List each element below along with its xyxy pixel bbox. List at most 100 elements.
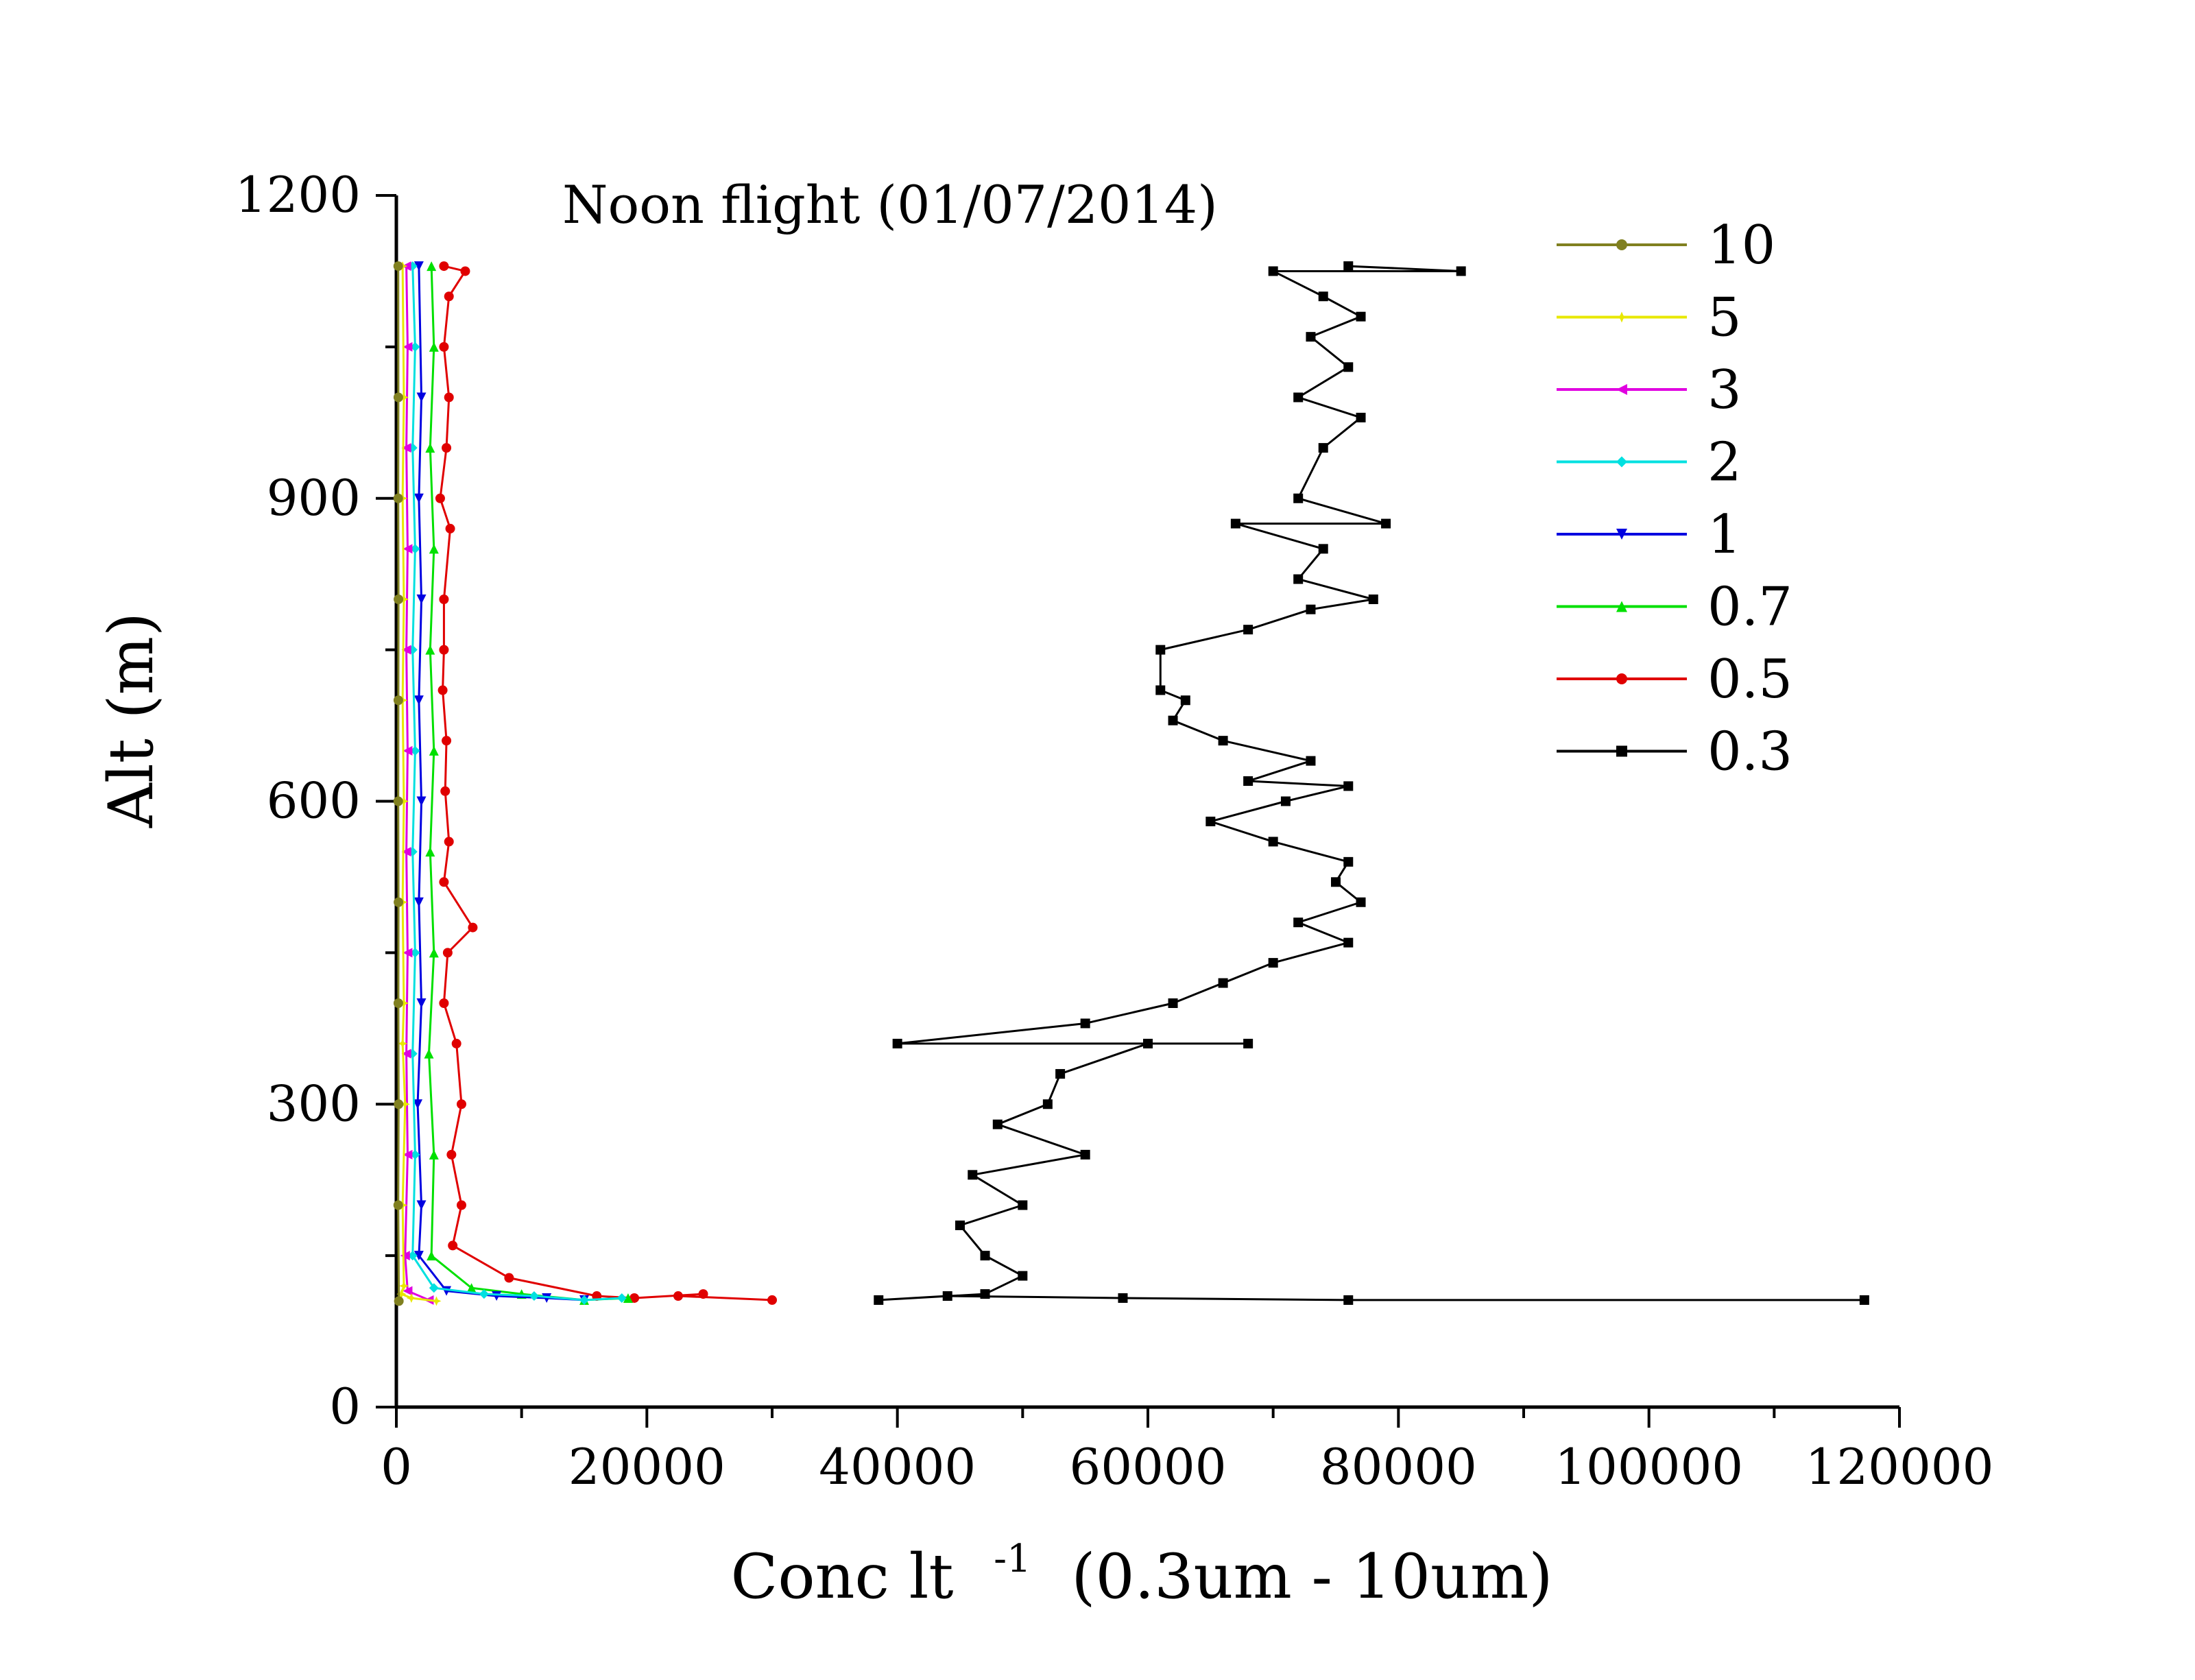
data-point [427, 261, 437, 272]
series-3 [400, 261, 434, 1305]
y-tick-label: 0 [329, 1378, 361, 1435]
legend-item-0_3: 0.3 [1557, 721, 1792, 783]
legend-label: 1 [1707, 504, 1742, 566]
y-axis-ticks: 0 300 600 900 1200 [235, 166, 396, 1435]
data-point [1318, 544, 1328, 554]
legend-marker [1616, 384, 1627, 395]
data-point [413, 695, 424, 706]
data-point [1318, 443, 1328, 453]
data-point [468, 922, 478, 933]
data-point [429, 745, 439, 756]
data-point [410, 341, 420, 352]
data-point [413, 1251, 424, 1261]
data-point [403, 1149, 413, 1160]
data-point [1859, 1295, 1869, 1305]
data-point [437, 685, 448, 695]
data-point [410, 948, 420, 958]
data-point [429, 544, 439, 554]
data-point [980, 1289, 990, 1299]
y-tick-label: 600 [267, 772, 361, 830]
data-point [393, 998, 403, 1008]
legend-label: 10 [1707, 215, 1775, 276]
data-point [416, 595, 427, 604]
data-point [410, 745, 420, 756]
data-point [403, 1286, 413, 1296]
data-point [1293, 493, 1304, 503]
data-point [439, 341, 449, 352]
data-point [874, 1295, 884, 1305]
axes [394, 195, 1899, 1409]
x-axis-title-sup: -1 [994, 1537, 1031, 1581]
data-point [1356, 412, 1366, 422]
series-line [404, 266, 430, 1301]
series-10 [393, 261, 404, 1306]
data-point [429, 948, 439, 958]
data-point [416, 1200, 427, 1210]
data-point [398, 998, 409, 1008]
x-tick-label: 0 [381, 1438, 412, 1496]
y-axis-title: Alt (m) [95, 612, 167, 828]
data-point [1343, 261, 1354, 272]
chart-title: Noon flight (01/07/2014) [562, 174, 1218, 235]
data-point [460, 266, 470, 276]
data-point [1218, 978, 1228, 988]
legend-marker [1616, 311, 1627, 323]
legend-label: 3 [1707, 359, 1742, 421]
data-point [1118, 1293, 1128, 1303]
data-point [1143, 1038, 1153, 1048]
data-point [398, 392, 409, 403]
data-point [442, 443, 452, 453]
data-point [1218, 736, 1228, 746]
data-point [1343, 1295, 1354, 1305]
legend-marker [1616, 239, 1627, 250]
data-point [416, 392, 427, 403]
series-line [416, 266, 585, 1301]
data-point [892, 1038, 902, 1048]
data-point [980, 1251, 990, 1261]
data-point [398, 595, 409, 604]
data-point [393, 1200, 403, 1210]
legend-marker [1616, 601, 1627, 612]
data-point [456, 1200, 466, 1210]
data-point [629, 1293, 640, 1303]
x-tick-label: 60000 [1069, 1438, 1226, 1496]
series-line [397, 266, 400, 1301]
data-point [1055, 1069, 1066, 1079]
data-point [413, 1099, 423, 1109]
data-point [1018, 1200, 1028, 1210]
data-point [439, 261, 449, 272]
data-point [429, 341, 439, 352]
data-point [425, 443, 435, 453]
legend-label: 0.7 [1707, 577, 1792, 638]
data-point [410, 1149, 420, 1160]
data-point [955, 1220, 965, 1230]
data-point [1343, 937, 1354, 948]
data-point [398, 1038, 408, 1048]
data-point [1243, 776, 1254, 787]
data-point [445, 523, 455, 533]
legend-item-1: 1 [1557, 504, 1742, 566]
legend-marker [1616, 673, 1627, 684]
series-0_5 [435, 261, 777, 1305]
data-point [400, 1099, 410, 1109]
data-point [396, 1289, 407, 1299]
data-point [1343, 856, 1354, 867]
legend-item-3: 3 [1557, 359, 1742, 421]
series-0_7 [424, 261, 633, 1305]
data-point [1155, 645, 1166, 655]
legend: 10 5 3 2 1 0.7 0.5 0.3 [1557, 215, 1792, 783]
y-tick-label: 300 [267, 1075, 361, 1132]
data-point [435, 493, 445, 503]
data-point [451, 1038, 461, 1048]
data-point [425, 645, 435, 655]
data-point [401, 443, 411, 453]
data-point [1280, 796, 1291, 806]
data-point [424, 1048, 434, 1059]
data-point [623, 1293, 633, 1303]
series-line [877, 265, 1864, 1301]
data-point [1168, 715, 1178, 725]
legend-marker [1616, 456, 1627, 468]
data-point [1331, 877, 1341, 887]
series-layer [393, 261, 1869, 1306]
